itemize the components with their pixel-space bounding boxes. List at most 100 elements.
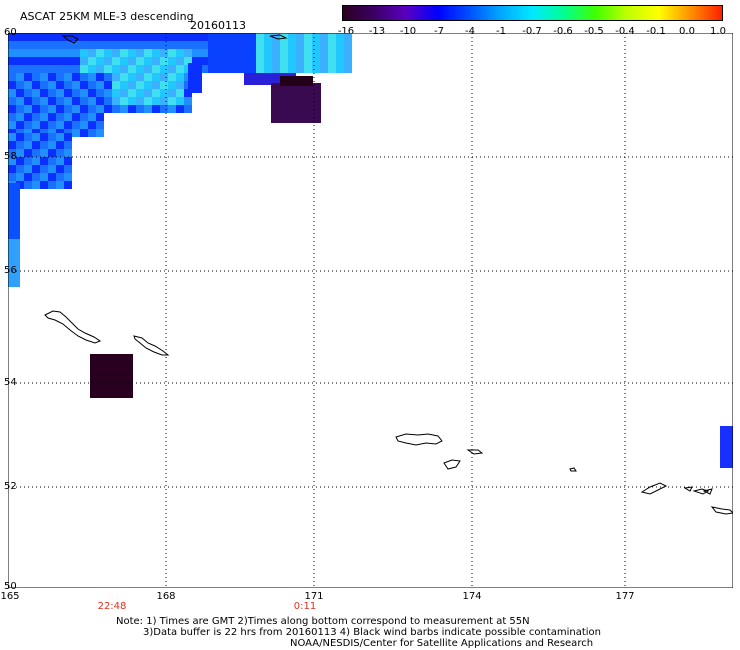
data-cell — [64, 97, 72, 105]
data-cell — [88, 121, 96, 129]
data-cell — [64, 121, 72, 129]
data-cell — [8, 157, 16, 165]
data-cell — [104, 41, 112, 49]
data-cell — [88, 105, 96, 113]
data-cell — [80, 73, 88, 81]
data-cell — [24, 41, 32, 49]
data-cell — [112, 73, 120, 81]
data-cell — [72, 57, 80, 65]
time-label-first: 22:48 — [97, 601, 127, 612]
data-cell — [144, 89, 152, 97]
data-cell — [240, 33, 248, 73]
data-cell — [24, 157, 32, 165]
data-cell — [216, 33, 224, 73]
data-cell — [56, 65, 64, 73]
data-cell — [64, 157, 72, 165]
data-cell — [112, 49, 120, 57]
data-cell — [24, 49, 32, 57]
data-cell — [40, 65, 48, 73]
data-cell — [128, 73, 136, 81]
data-cell — [48, 133, 56, 141]
data-cell — [16, 149, 24, 157]
data-cell — [144, 57, 152, 65]
data-cell — [200, 49, 208, 57]
coastline-island — [443, 459, 461, 470]
data-cell — [168, 89, 176, 97]
coastlines — [44, 34, 733, 515]
data-cell — [168, 41, 176, 49]
data-cell — [24, 113, 32, 121]
lat-label-56: 56 — [4, 265, 17, 276]
data-cell — [96, 33, 104, 41]
data-cell — [104, 73, 112, 81]
data-cell — [8, 183, 20, 191]
data-cell — [144, 65, 152, 73]
colorbar-tick-label: -4 — [465, 26, 475, 37]
data-cell — [200, 57, 208, 65]
data-cell — [80, 121, 88, 129]
data-cell — [24, 65, 32, 73]
coastline-island — [692, 488, 710, 495]
data-cell — [184, 97, 192, 105]
data-cell — [152, 41, 160, 49]
data-cell — [144, 81, 152, 89]
data-cell — [40, 121, 48, 129]
data-cell — [176, 57, 184, 65]
map-date: 20160113 — [190, 19, 246, 32]
data-cell — [232, 33, 240, 73]
data-cell — [48, 121, 56, 129]
data-cell — [104, 97, 112, 105]
data-cell — [48, 33, 56, 41]
data-cell — [8, 263, 20, 271]
data-cell — [72, 65, 80, 73]
coastline-island — [269, 34, 288, 40]
lat-label-54: 54 — [4, 377, 17, 388]
data-cell — [80, 89, 88, 97]
data-cell — [48, 97, 56, 105]
lat-label-58: 58 — [4, 151, 17, 162]
data-cell — [112, 105, 120, 113]
data-cell — [8, 191, 20, 199]
data-cell — [72, 97, 80, 105]
lon-label-174: 174 — [462, 591, 482, 602]
data-cell — [64, 113, 72, 121]
data-cell — [48, 157, 56, 165]
data-cell — [64, 173, 72, 181]
lat-label-60: 60 — [4, 27, 17, 38]
data-cell — [24, 33, 32, 41]
data-cell — [32, 157, 40, 165]
data-cell — [96, 73, 104, 81]
data-cell — [40, 81, 48, 89]
data-cell — [96, 97, 104, 105]
colorbar-tick-label: -0.7 — [522, 26, 542, 37]
data-cell — [24, 89, 32, 97]
data-cell — [8, 215, 20, 223]
data-cell — [271, 83, 321, 123]
lat-label-50: 50 — [4, 581, 17, 592]
data-cell — [8, 65, 16, 73]
data-cell — [56, 141, 64, 149]
colorbar-tick-label: -16 — [337, 26, 355, 37]
data-cell — [128, 57, 136, 65]
lon-label-165: 165 — [0, 591, 20, 602]
data-cell — [112, 33, 120, 41]
data-cell — [64, 57, 72, 65]
data-cell — [104, 49, 112, 57]
data-cell — [32, 133, 40, 141]
data-cell — [104, 81, 112, 89]
data-cell — [136, 65, 144, 73]
data-cell — [24, 133, 32, 141]
data-cell — [40, 181, 48, 189]
data-cell — [176, 73, 184, 81]
data-cell — [16, 113, 24, 121]
data-cell — [32, 121, 40, 129]
colorbar-tick-label: -7 — [434, 26, 444, 37]
note-line-3: NOAA/NESDIS/Center for Satellite Applica… — [290, 638, 594, 649]
data-cell — [96, 113, 104, 121]
data-cell — [152, 81, 160, 89]
data-cell — [56, 97, 64, 105]
data-cell — [40, 173, 48, 181]
data-cell — [88, 73, 96, 81]
data-cell — [88, 65, 96, 73]
data-cell — [200, 41, 208, 49]
